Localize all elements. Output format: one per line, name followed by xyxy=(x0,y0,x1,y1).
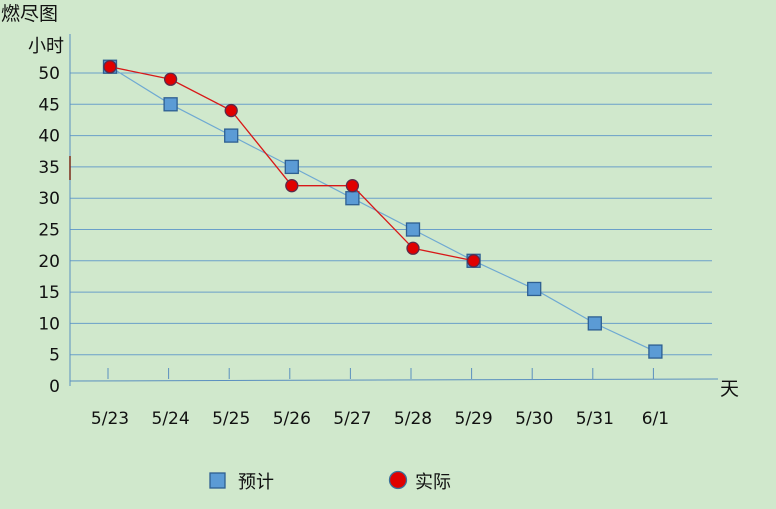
legend-item-plan: 预计 xyxy=(209,472,274,493)
y-tick-label: 30 xyxy=(38,189,60,209)
y-tick-label: 45 xyxy=(38,95,60,115)
series-line xyxy=(109,66,656,353)
x-tick-label: 5/31 xyxy=(576,409,614,429)
legend-actual-label: 实际 xyxy=(415,472,451,493)
x-tick-labels: 5/23 5/24 5/25 5/26 5/27 5/28 5/29 5/30 5/31 6/1 xyxy=(91,409,669,429)
x-tick-label: 5/28 xyxy=(394,409,432,429)
data-point xyxy=(103,60,117,74)
y-tick-label: 10 xyxy=(38,314,60,334)
data-point xyxy=(163,97,178,112)
data-point xyxy=(284,159,299,175)
data-point xyxy=(345,179,360,193)
legend-plan-marker xyxy=(209,472,226,489)
x-tick-label: 5/27 xyxy=(333,409,371,429)
data-point xyxy=(224,103,238,118)
y-tick-label: 50 xyxy=(38,64,60,84)
data-point xyxy=(285,179,299,193)
data-point xyxy=(648,344,663,359)
data-point xyxy=(466,254,481,268)
y-tick-label: 0 xyxy=(49,377,60,397)
chart-title: 燃尽图 xyxy=(1,3,58,25)
data-point xyxy=(345,191,360,206)
y-tick-label: 25 xyxy=(38,221,60,241)
x-tick-label: 6/1 xyxy=(642,409,669,429)
x-tick-label: 5/29 xyxy=(455,409,493,429)
data-point xyxy=(587,316,602,331)
y-tick-label: 20 xyxy=(38,252,60,272)
x-tick-label: 5/23 xyxy=(91,409,129,429)
series-plan xyxy=(102,59,663,359)
legend-item-actual: 实际 xyxy=(388,470,451,493)
series xyxy=(102,59,663,359)
y-tick-label: 40 xyxy=(38,127,60,147)
data-point xyxy=(405,222,421,237)
x-tick-label: 5/26 xyxy=(273,409,311,429)
axes xyxy=(69,34,719,386)
y-tick-label: 5 xyxy=(49,346,60,366)
y-tick-label: 15 xyxy=(38,283,60,303)
data-point xyxy=(406,241,420,255)
x-tick-label: 5/25 xyxy=(212,409,250,429)
x-tick-label: 5/24 xyxy=(152,409,190,429)
x-tick-label: 5/30 xyxy=(515,409,553,429)
grid-lines xyxy=(70,72,712,356)
legend-actual-marker xyxy=(388,470,408,490)
series-actual xyxy=(103,60,481,268)
y-tick-labels: 0 5 10 15 20 25 30 35 40 45 50 xyxy=(38,64,60,397)
data-point xyxy=(527,281,542,297)
y-axis-label: 小时 xyxy=(28,36,64,57)
data-point xyxy=(224,128,239,143)
legend: 预计 实际 xyxy=(209,470,451,493)
x-axis-line xyxy=(69,378,719,382)
legend-plan-label: 预计 xyxy=(238,472,274,493)
data-point xyxy=(163,72,178,86)
y-tick-label: 35 xyxy=(38,158,60,178)
x-axis-label: 天 xyxy=(720,378,739,400)
